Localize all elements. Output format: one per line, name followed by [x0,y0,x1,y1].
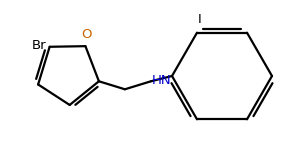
Text: O: O [81,28,92,41]
Text: HN: HN [152,74,171,87]
Text: I: I [198,13,202,26]
Text: Br: Br [32,39,47,52]
